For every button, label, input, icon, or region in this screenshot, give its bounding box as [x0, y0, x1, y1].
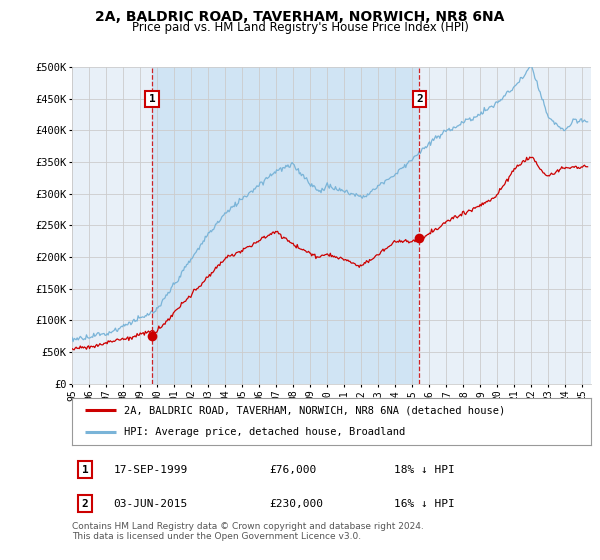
Text: 2A, BALDRIC ROAD, TAVERHAM, NORWICH, NR8 6NA: 2A, BALDRIC ROAD, TAVERHAM, NORWICH, NR8…: [95, 10, 505, 24]
Text: 2: 2: [82, 499, 88, 509]
Text: 17-SEP-1999: 17-SEP-1999: [113, 465, 188, 475]
Text: 2A, BALDRIC ROAD, TAVERHAM, NORWICH, NR8 6NA (detached house): 2A, BALDRIC ROAD, TAVERHAM, NORWICH, NR8…: [124, 405, 505, 416]
Bar: [152, 67, 419, 384]
Text: 16% ↓ HPI: 16% ↓ HPI: [394, 499, 455, 509]
Text: 18% ↓ HPI: 18% ↓ HPI: [394, 465, 455, 475]
Text: £76,000: £76,000: [269, 465, 316, 475]
Text: £230,000: £230,000: [269, 499, 323, 509]
Text: Price paid vs. HM Land Registry's House Price Index (HPI): Price paid vs. HM Land Registry's House …: [131, 21, 469, 34]
Text: Contains HM Land Registry data © Crown copyright and database right 2024.
This d: Contains HM Land Registry data © Crown c…: [72, 522, 424, 542]
Text: 1: 1: [149, 94, 155, 104]
Text: 03-JUN-2015: 03-JUN-2015: [113, 499, 188, 509]
Text: 1: 1: [82, 465, 88, 475]
Text: 2: 2: [416, 94, 423, 104]
Text: HPI: Average price, detached house, Broadland: HPI: Average price, detached house, Broa…: [124, 427, 405, 437]
